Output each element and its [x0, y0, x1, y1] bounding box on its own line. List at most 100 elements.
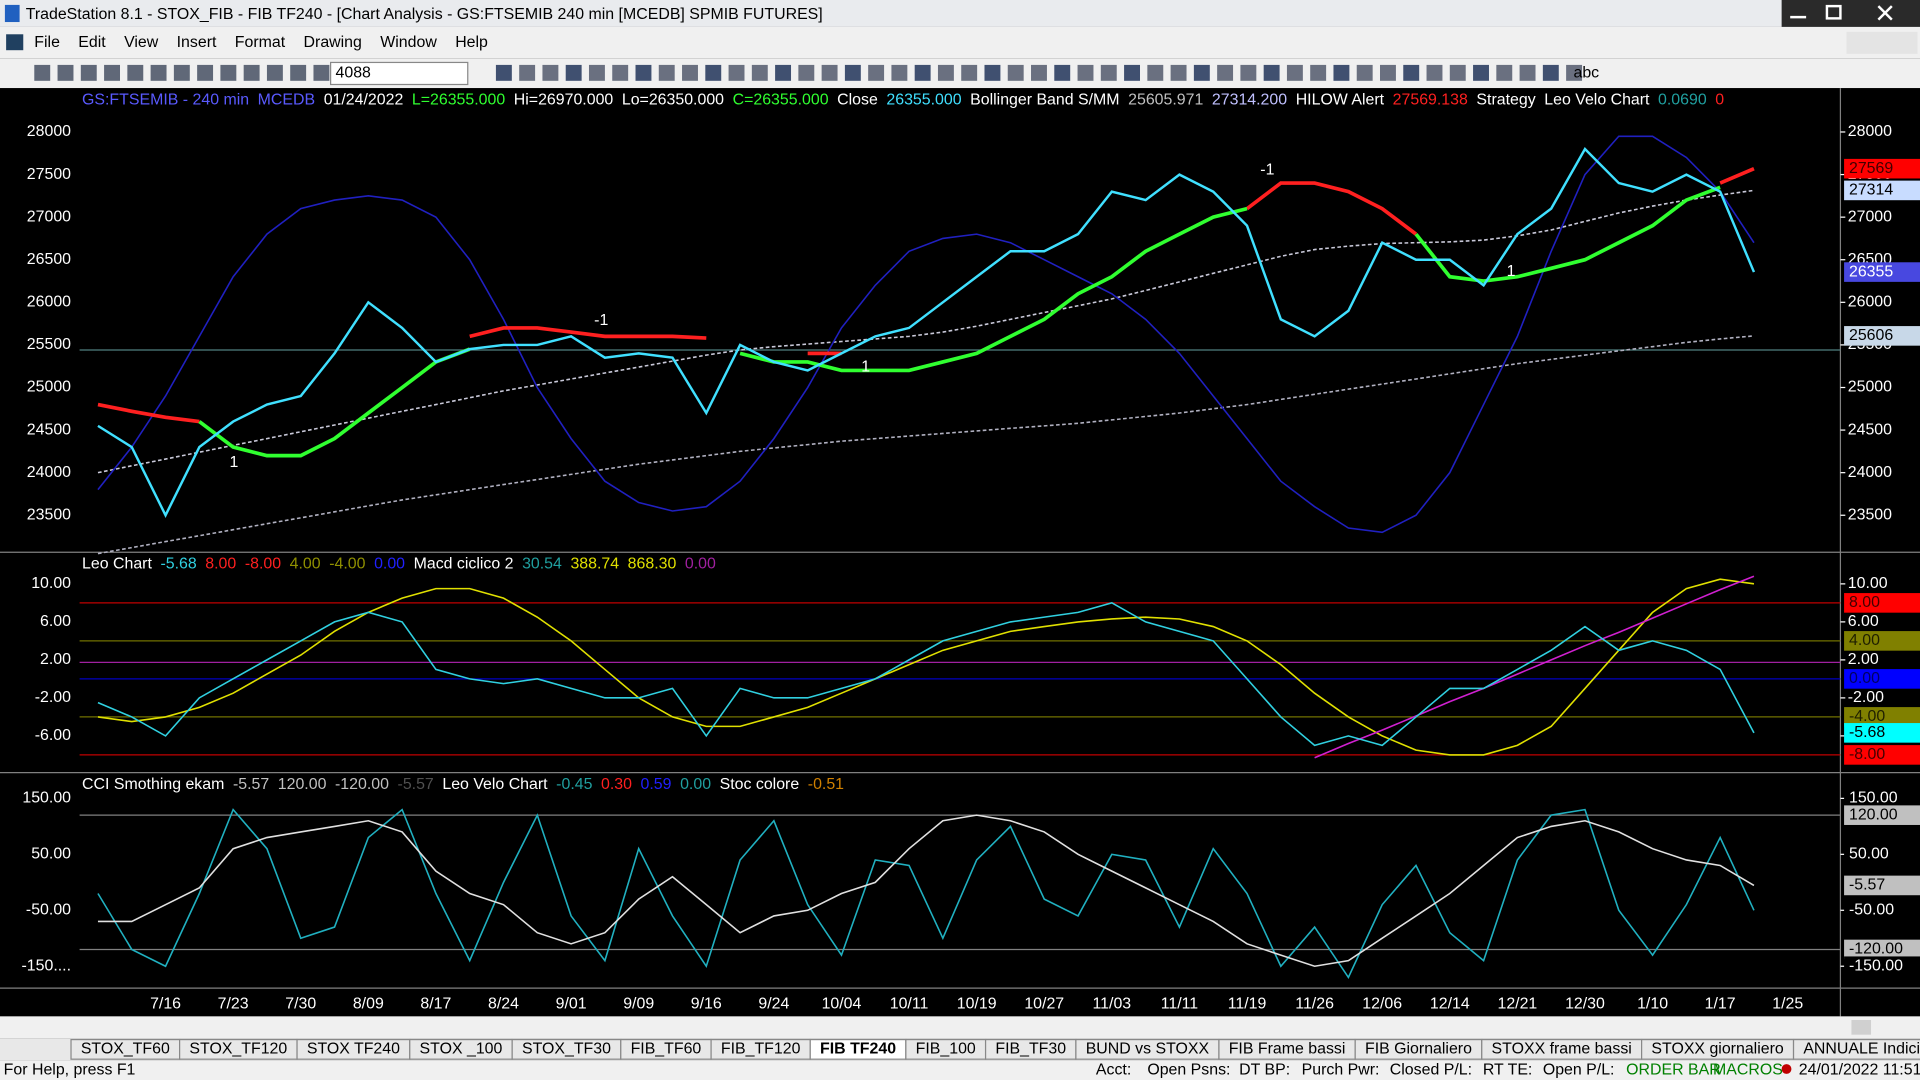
tool-icon[interactable]: [821, 64, 838, 81]
menu-item[interactable]: Window: [380, 34, 437, 51]
tool-icon[interactable]: [565, 64, 582, 81]
tool-icon[interactable]: [844, 64, 861, 81]
legend-text: Leo Velo Chart: [1544, 92, 1650, 109]
tool-icon[interactable]: [682, 64, 698, 81]
tool-icon[interactable]: [1124, 64, 1140, 81]
tool-icon[interactable]: [1031, 64, 1047, 81]
tool-icon[interactable]: [266, 64, 283, 81]
tool-icon[interactable]: [1263, 64, 1280, 81]
tool-icon[interactable]: [495, 64, 512, 81]
window-controls: [1781, 0, 1920, 27]
tool-icon[interactable]: [1519, 64, 1536, 81]
menu-bar: [0, 26, 1920, 59]
y-tick-label: 10.00: [1848, 575, 1888, 592]
tool-icon[interactable]: [220, 64, 237, 81]
tool-icon[interactable]: [34, 64, 51, 81]
y-tick-label: 25500: [27, 336, 71, 353]
legend-text: 120.00: [278, 776, 327, 793]
menu-item[interactable]: Help: [455, 34, 488, 51]
tool-icon[interactable]: [290, 64, 307, 81]
menu-item[interactable]: Format: [235, 34, 286, 51]
tool-icon[interactable]: [984, 64, 1001, 81]
tab[interactable]: [1792, 1038, 1920, 1060]
tool-icon[interactable]: [1240, 64, 1257, 81]
tool-icon[interactable]: [1333, 64, 1350, 81]
tool-icon[interactable]: [1356, 64, 1373, 81]
tool-icon[interactable]: [775, 64, 792, 81]
tool-icon[interactable]: [891, 64, 908, 81]
tool-icon[interactable]: [1566, 64, 1583, 81]
tool-icon[interactable]: [705, 64, 722, 81]
legend-text: Leo Velo Chart: [442, 776, 548, 793]
price-flag-label: 25606: [1849, 327, 1893, 344]
tool-icon[interactable]: [127, 64, 144, 81]
tool-icon[interactable]: [868, 64, 885, 81]
tool-icon[interactable]: [173, 64, 190, 81]
series-line: [1314, 575, 1755, 759]
legend-text: Macd ciclico 2: [414, 556, 514, 573]
tool-icon[interactable]: [1426, 64, 1443, 81]
tool-icon[interactable]: [1473, 64, 1489, 81]
tool-icon[interactable]: [1007, 64, 1024, 81]
tool-icon[interactable]: [1217, 64, 1234, 81]
menu-item[interactable]: Insert: [177, 34, 217, 51]
tool-icon[interactable]: [728, 64, 745, 81]
tool-icon[interactable]: [1449, 64, 1466, 81]
tool-icon[interactable]: [1286, 64, 1303, 81]
tool-icon[interactable]: [1403, 64, 1420, 81]
tool-icon[interactable]: [313, 64, 330, 81]
tool-icon[interactable]: [1147, 64, 1164, 81]
tool-icon[interactable]: [1077, 64, 1094, 81]
tool-icon[interactable]: [150, 64, 167, 81]
tool-icon[interactable]: [658, 64, 675, 81]
symbol-box[interactable]: [330, 61, 469, 86]
price-flag-label: -4.00: [1849, 708, 1885, 725]
tool-icon[interactable]: [197, 64, 214, 81]
tool-icon[interactable]: [1193, 64, 1210, 81]
tool-icon[interactable]: [961, 64, 978, 81]
close-button[interactable]: [1877, 5, 1893, 21]
tool-icon[interactable]: [80, 64, 97, 81]
price-flag: [1844, 669, 1920, 689]
menu-item[interactable]: Drawing: [304, 34, 362, 51]
tool-icon[interactable]: [798, 64, 815, 81]
tool-icon[interactable]: [1170, 64, 1187, 81]
menu-item[interactable]: File: [34, 34, 60, 51]
order-bar[interactable]: ORDER BAR: [1626, 1061, 1721, 1078]
tool-icon[interactable]: [57, 64, 74, 81]
h-scrollbar[interactable]: [0, 1016, 1920, 1039]
tool-icon[interactable]: [1054, 64, 1071, 81]
tool-icon[interactable]: [243, 64, 260, 81]
scroll-thumb[interactable]: [1851, 1020, 1872, 1035]
tool-icon[interactable]: [635, 64, 652, 81]
tool-icon[interactable]: [1542, 64, 1559, 81]
text-tool[interactable]: abc: [1573, 65, 1599, 82]
legend-text: 868.30: [628, 556, 677, 573]
tool-icon[interactable]: [1496, 64, 1513, 81]
price-flag-label: -5.57: [1849, 877, 1885, 894]
series-line: [97, 808, 1755, 980]
legend-text: 30.54: [522, 556, 562, 573]
maximize-button[interactable]: [1825, 4, 1842, 20]
x-tick-label: 12/30: [1565, 995, 1605, 1012]
tool-icon[interactable]: [588, 64, 605, 81]
x-tick-label: 8/09: [353, 995, 384, 1012]
tool-icon[interactable]: [104, 64, 120, 81]
legend-text: Hi=26970.000: [514, 92, 614, 109]
tool-icon[interactable]: [1380, 64, 1396, 81]
menu-item[interactable]: View: [124, 34, 159, 51]
tab-label: STOX_TF120: [189, 1041, 287, 1058]
tool-icon[interactable]: [1310, 64, 1327, 81]
tool-icon[interactable]: [1100, 64, 1117, 81]
tool-icon[interactable]: [937, 64, 954, 81]
tool-icon[interactable]: [751, 64, 768, 81]
price-flag: [1844, 631, 1920, 651]
y-tick-label: 23500: [1848, 506, 1892, 523]
tool-icon[interactable]: [914, 64, 931, 81]
menu-item[interactable]: Edit: [78, 34, 106, 51]
tool-icon[interactable]: [612, 64, 629, 81]
y-tick-label: 25000: [27, 379, 71, 396]
tool-icon[interactable]: [542, 64, 559, 81]
tool-icon[interactable]: [519, 64, 536, 81]
macros[interactable]: MACROS: [1713, 1061, 1783, 1078]
